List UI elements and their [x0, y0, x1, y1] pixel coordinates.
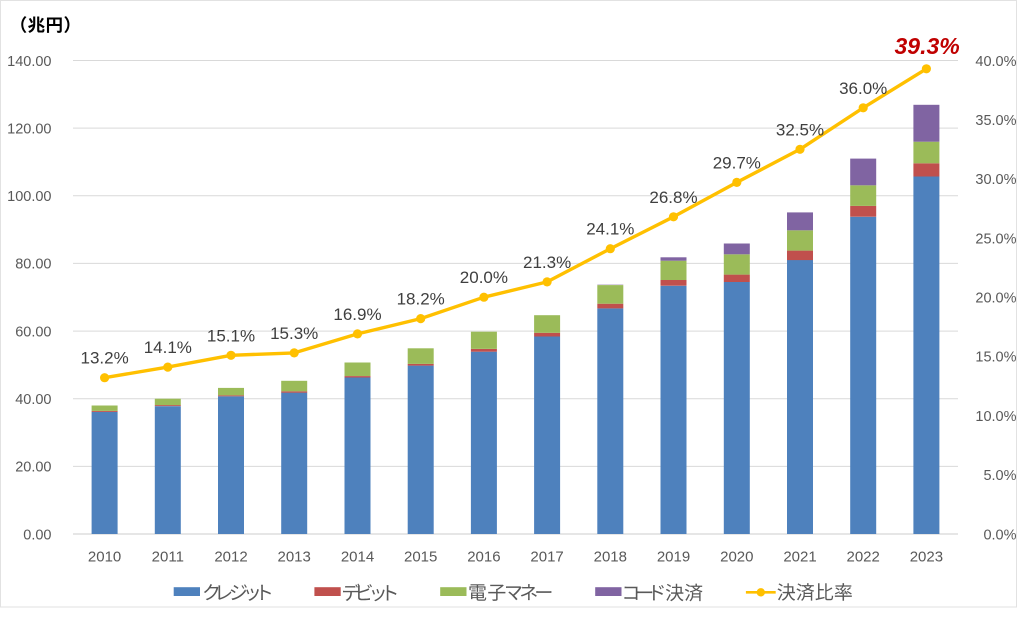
svg-text:2012: 2012 [214, 549, 247, 566]
svg-text:14.1%: 14.1% [144, 338, 192, 357]
svg-text:2010: 2010 [88, 549, 121, 566]
svg-text:2013: 2013 [278, 549, 311, 566]
svg-text:140.00: 140.00 [7, 54, 51, 70]
svg-text:2020: 2020 [720, 549, 753, 566]
svg-text:15.1%: 15.1% [207, 326, 255, 345]
svg-text:24.1%: 24.1% [586, 220, 634, 239]
svg-text:40.00: 40.00 [15, 392, 51, 408]
svg-text:2022: 2022 [847, 549, 880, 566]
svg-text:25.0%: 25.0% [975, 231, 1016, 247]
svg-text:2023: 2023 [910, 549, 943, 566]
svg-text:30.0%: 30.0% [975, 172, 1016, 188]
svg-text:15.0%: 15.0% [975, 350, 1016, 366]
svg-text:0.0%: 0.0% [983, 527, 1016, 543]
svg-text:2019: 2019 [657, 549, 690, 566]
svg-text:100.00: 100.00 [7, 189, 51, 205]
svg-text:26.8%: 26.8% [649, 188, 697, 207]
svg-text:32.5%: 32.5% [776, 120, 824, 139]
svg-text:20.0%: 20.0% [975, 291, 1016, 307]
svg-text:15.3%: 15.3% [270, 324, 318, 343]
svg-text:2021: 2021 [783, 549, 816, 566]
svg-text:21.3%: 21.3% [523, 253, 571, 272]
svg-text:35.0%: 35.0% [975, 113, 1016, 129]
svg-text:60.00: 60.00 [15, 324, 51, 340]
svg-text:2015: 2015 [404, 549, 437, 566]
svg-text:0.00: 0.00 [23, 527, 51, 543]
svg-text:2017: 2017 [530, 549, 563, 566]
svg-text:2018: 2018 [594, 549, 627, 566]
svg-text:39.3%: 39.3% [894, 33, 959, 59]
svg-text:20.0%: 20.0% [460, 268, 508, 287]
svg-text:5.0%: 5.0% [983, 468, 1016, 484]
svg-text:16.9%: 16.9% [333, 305, 381, 324]
svg-text:13.2%: 13.2% [80, 349, 128, 368]
svg-text:20.00: 20.00 [15, 460, 51, 476]
svg-text:80.00: 80.00 [15, 257, 51, 273]
svg-text:18.2%: 18.2% [397, 290, 445, 309]
svg-text:29.7%: 29.7% [713, 153, 761, 172]
svg-text:10.0%: 10.0% [975, 409, 1016, 425]
svg-text:40.0%: 40.0% [975, 54, 1016, 70]
svg-text:2011: 2011 [152, 549, 184, 566]
svg-text:2016: 2016 [467, 549, 500, 566]
svg-text:36.0%: 36.0% [839, 79, 887, 98]
svg-text:120.00: 120.00 [7, 121, 51, 137]
svg-text:2014: 2014 [341, 549, 374, 566]
